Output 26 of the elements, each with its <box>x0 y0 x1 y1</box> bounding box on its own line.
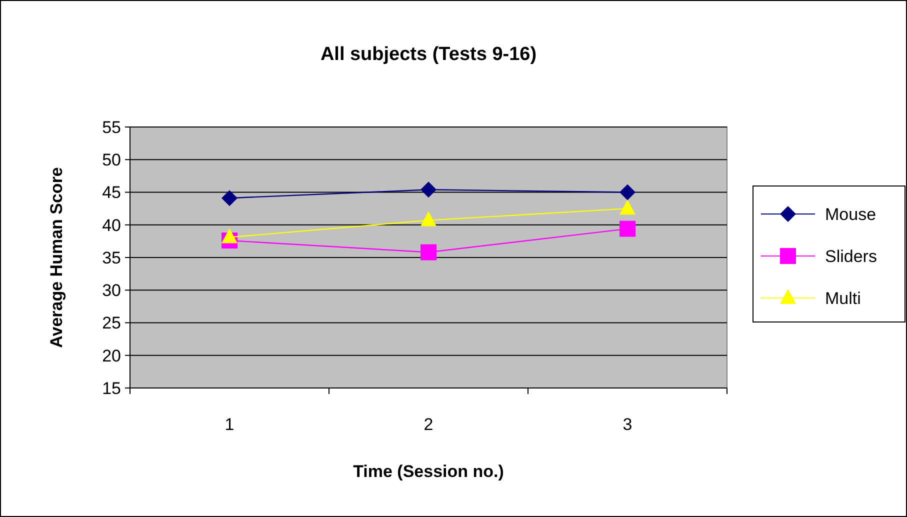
point <box>420 211 436 226</box>
x-tick-label: 3 <box>622 415 632 434</box>
y-tick-label: 40 <box>102 216 121 235</box>
y-tick-label: 30 <box>102 281 121 300</box>
y-tick-label: 45 <box>102 183 121 202</box>
y-tick-label: 35 <box>102 248 121 268</box>
point <box>420 244 436 260</box>
x-tick-label: 2 <box>424 415 434 434</box>
chart-title: All subjects (Tests 9-16) <box>320 44 537 65</box>
y-axis-title: Average Human Score <box>47 167 66 348</box>
point <box>620 220 636 237</box>
x-axis-title: Time (Session no.) <box>353 462 504 481</box>
point <box>222 190 238 206</box>
y-tick-label: 20 <box>102 346 121 366</box>
legend-label: Multi <box>825 288 861 308</box>
point <box>420 182 436 198</box>
y-tick-label: 15 <box>102 378 121 398</box>
point <box>222 228 238 244</box>
legend-label: Sliders <box>825 246 877 266</box>
point <box>620 184 636 200</box>
legend-label: Mouse <box>825 204 876 224</box>
y-tick-label: 55 <box>102 118 121 137</box>
x-tick-label: 1 <box>224 415 234 434</box>
y-tick-label: 50 <box>102 150 121 170</box>
point <box>620 200 636 215</box>
y-tick-label: 25 <box>102 314 121 333</box>
